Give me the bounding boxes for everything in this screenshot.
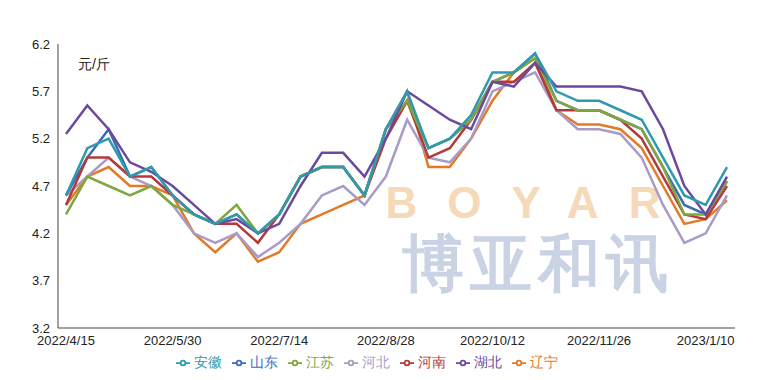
svg-text:6.2: 6.2	[32, 37, 50, 52]
html-text:河南: 河南	[417, 354, 446, 370]
html-text:BOYAR: BOYAR	[385, 178, 691, 227]
html-text:湖北: 湖北	[473, 354, 502, 370]
svg-text:4.7: 4.7	[32, 179, 50, 194]
svg-text:2022/11/26: 2022/11/26	[567, 333, 631, 348]
svg-text:2022/7/14: 2022/7/14	[250, 333, 308, 348]
svg-text:3.2: 3.2	[32, 321, 50, 336]
html-text:博亚和讯: 博亚和讯	[402, 229, 674, 298]
svg-text:5.2: 5.2	[32, 131, 50, 146]
html-text:江苏: 江苏	[305, 354, 334, 370]
svg-text:4.2: 4.2	[32, 226, 50, 241]
svg-text:5.7: 5.7	[32, 84, 50, 99]
svg-text:2022/4/15: 2022/4/15	[37, 333, 95, 349]
svg-text:2022/8/28: 2022/8/28	[357, 333, 415, 348]
html-text:辽宁: 辽宁	[529, 354, 558, 370]
html-text:安徽: 安徽	[193, 354, 222, 370]
html-text:元/斤: 元/斤	[78, 56, 110, 72]
svg-text:2022/10/12: 2022/10/12	[460, 333, 525, 348]
html-text:河北: 河北	[361, 354, 390, 370]
html-text:山东: 山东	[249, 354, 278, 370]
svg-text:2023/1/10: 2023/1/10	[677, 333, 735, 348]
svg-text:2022/5/30: 2022/5/30	[144, 333, 202, 348]
svg-text:3.7: 3.7	[32, 273, 50, 288]
